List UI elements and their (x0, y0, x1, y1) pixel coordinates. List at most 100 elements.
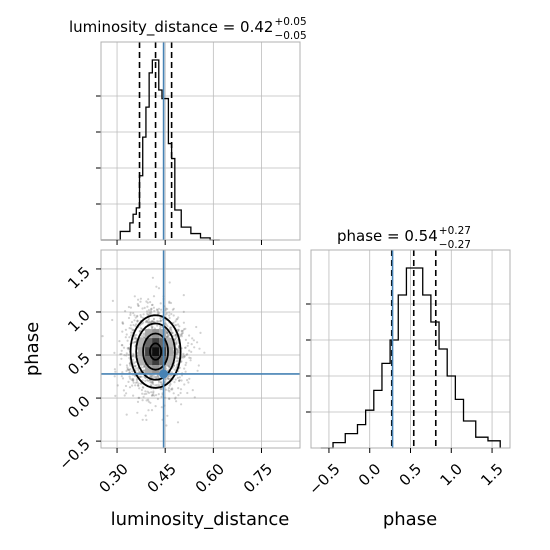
joint-sample-point (156, 324, 159, 327)
joint-sample-point (125, 364, 128, 367)
joint-sample-point (121, 371, 124, 374)
joint-sample-point (189, 359, 192, 362)
joint-sample-point (174, 396, 177, 399)
joint-sample-point (114, 370, 117, 373)
joint-sample-point (174, 320, 177, 323)
joint-sample-point (128, 386, 132, 389)
joint-sample-point (134, 337, 138, 340)
joint-sample-point (173, 324, 177, 327)
joint-density-cell (152, 347, 160, 357)
joint-sample-point (147, 379, 150, 383)
joint-sample-point (171, 331, 174, 334)
joint-density-cell (159, 356, 167, 366)
joint-sample-point (135, 323, 138, 326)
joint-sample-point (185, 361, 188, 364)
joint-sample-point (150, 308, 153, 311)
joint-sample-point (157, 376, 160, 379)
joint-sample-point (137, 368, 140, 372)
joint-sample-point (166, 414, 169, 417)
joint-sample-point (184, 338, 187, 341)
joint-sample-point (148, 321, 151, 324)
joint-sample-point (180, 379, 183, 382)
joint-sample-point (164, 388, 168, 391)
joint-sample-point (186, 344, 189, 347)
luminosity-distance-hist-frame (100, 41, 301, 241)
joint-sample-point (121, 321, 124, 324)
joint-sample-point (169, 301, 173, 305)
joint-sample-point (142, 366, 145, 369)
joint-sample-point (154, 384, 157, 387)
joint-sample-point (125, 392, 128, 395)
joint-ytick-label: 1.0 (64, 306, 94, 336)
joint-sample-point (180, 374, 184, 377)
joint-sample-point (151, 381, 154, 384)
joint-sample-point (157, 383, 160, 386)
joint-sample-point (142, 332, 145, 335)
joint-sample-point (175, 335, 178, 338)
joint-sample-point (168, 311, 171, 314)
joint-sample-point (164, 322, 167, 325)
joint-sample-point (159, 319, 162, 322)
joint-sample-point (129, 306, 132, 309)
joint-sample-point (132, 323, 135, 327)
joint-sample-point (124, 328, 127, 331)
joint-sample-point (146, 313, 149, 316)
joint-sample-point (141, 399, 144, 402)
joint-sample-point (177, 349, 180, 352)
joint-sample-point (184, 327, 187, 330)
joint-sample-point (177, 323, 180, 326)
joint-density-cell (159, 338, 167, 348)
joint-sample-point (147, 298, 150, 301)
joint-sample-point (184, 370, 187, 373)
joint-density-cell (138, 338, 146, 348)
joint-sample-point (132, 378, 135, 381)
joint-sample-point (133, 319, 136, 322)
joint-sample-point (132, 354, 135, 357)
joint-sample-point (143, 364, 146, 367)
joint-sample-point (147, 409, 150, 412)
joint-sample-point (141, 316, 144, 319)
joint-sample-point (155, 308, 159, 311)
joint-sample-point (141, 379, 144, 382)
joint-sample-point (151, 320, 154, 323)
joint-sample-point (178, 376, 181, 379)
joint-sample-point (121, 377, 125, 380)
joint-sample-point (111, 299, 114, 302)
joint-sample-point (186, 391, 189, 395)
joint-sample-point (155, 376, 158, 379)
joint-sample-point (160, 395, 163, 398)
joint-sample-point (145, 300, 148, 303)
joint-sample-point (152, 391, 155, 394)
joint-sample-point (147, 317, 150, 320)
joint-sample-point (187, 381, 190, 384)
joint-sample-point (168, 397, 171, 401)
joint-sample-point (128, 371, 131, 374)
joint-sample-point (180, 403, 183, 406)
joint-sample-point (172, 321, 175, 324)
joint-density-cell (145, 329, 153, 339)
x-axis-label-phase: phase (383, 509, 437, 530)
joint-sample-point (157, 307, 161, 310)
joint-sample-point (150, 384, 153, 387)
joint-sample-point (169, 326, 172, 329)
joint-sample-point (168, 365, 171, 368)
joint-sample-point (181, 331, 184, 335)
joint-sample-point (140, 388, 143, 392)
joint-sample-point (141, 386, 144, 389)
joint-sample-point (157, 287, 161, 290)
joint-sample-point (175, 400, 178, 403)
joint-sample-point (172, 314, 175, 317)
joint-sample-point (114, 394, 117, 397)
joint-sample-point (160, 383, 163, 386)
joint-sample-point (132, 381, 135, 384)
joint-sample-point (190, 350, 193, 353)
joint-sample-point (168, 377, 171, 381)
joint-sample-point (153, 375, 157, 378)
joint-contour-2 (142, 332, 169, 371)
joint-sample-point (180, 332, 183, 335)
joint-sample-point (193, 346, 196, 349)
phase-xtick-label: 0.0 (355, 460, 385, 490)
joint-sample-point (141, 418, 144, 421)
joint-sample-point (143, 334, 146, 337)
joint-sample-point (176, 329, 179, 332)
